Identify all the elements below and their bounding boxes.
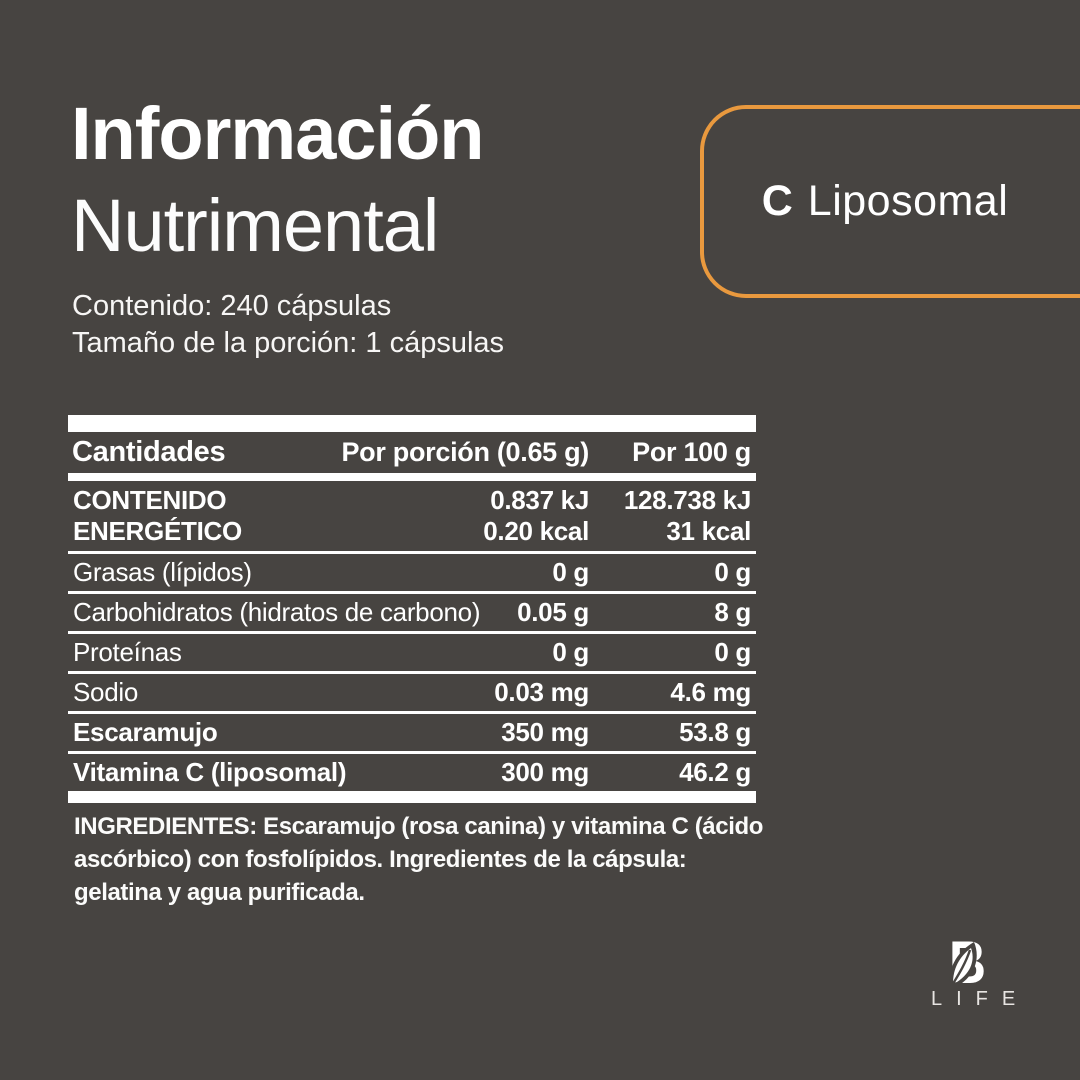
header-per-100g: Por 100 g xyxy=(632,437,751,467)
badge-letter: C xyxy=(761,177,793,225)
row-per-100g-value: 8 g xyxy=(714,597,751,627)
table-row-vitamin-c: Vitamina C (liposomal) 300 mg 46.2 g xyxy=(68,754,756,791)
content-count: Contenido: 240 cápsulas xyxy=(72,290,392,322)
table-row-proteins: Proteínas 0 g 0 g xyxy=(68,634,756,674)
row-per-100g-value: 128.738 kJ 31 kcal xyxy=(623,485,751,546)
title-line-2: Nutrimental xyxy=(71,184,439,267)
table-row-sodium: Sodio 0.03 mg 4.6 mg xyxy=(68,674,756,714)
header-per-serving: Por porción (0.65 g) xyxy=(341,437,589,467)
table-header-row: Cantidades Por porción (0.65 g) Por 100 … xyxy=(68,432,756,473)
row-per-100g-value: 0 g xyxy=(714,637,751,667)
row-label: CONTENIDO ENERGÉTICO xyxy=(73,485,242,546)
table-header-divider xyxy=(68,473,756,481)
table-top-bar xyxy=(68,415,756,432)
row-label: Grasas (lípidos) xyxy=(73,557,252,587)
row-per-serving-value: 300 mg xyxy=(501,757,589,787)
row-per-100g-value: 4.6 mg xyxy=(670,677,751,707)
badge-label: Liposomal xyxy=(807,177,1009,225)
table-row-rosehip: Escaramujo 350 mg 53.8 g xyxy=(68,714,756,754)
header-quantities: Cantidades xyxy=(72,436,226,468)
nutrition-table: Cantidades Por porción (0.65 g) Por 100 … xyxy=(68,415,756,803)
row-label: Vitamina C (liposomal) xyxy=(73,757,347,787)
row-per-100g-value: 0 g xyxy=(714,557,751,587)
row-per-100g-value: 53.8 g xyxy=(679,717,751,747)
serving-size: Tamaño de la porción: 1 cápsulas xyxy=(72,327,505,359)
row-label: Proteínas xyxy=(73,637,182,667)
row-label: Carbohidratos (hidratos de carbono) xyxy=(73,597,481,627)
table-row-energy: CONTENIDO ENERGÉTICO 0.837 kJ 0.20 kcal … xyxy=(68,481,756,554)
page-title: Información Nutrimental xyxy=(71,88,484,272)
row-per-serving-value: 0.05 g xyxy=(517,597,589,627)
table-row-carbs: Carbohidratos (hidratos de carbono) 0.05… xyxy=(68,594,756,634)
row-per-serving-value: 0 g xyxy=(552,557,589,587)
row-per-100g-value: 46.2 g xyxy=(679,757,751,787)
row-label: Sodio xyxy=(73,677,138,707)
package-info: Contenido: 240 cápsulas Tamaño de la por… xyxy=(72,288,504,362)
row-per-serving-value: 0.03 mg xyxy=(494,677,589,707)
table-bottom-bar xyxy=(68,791,756,803)
brand-name: LIFE xyxy=(931,988,1030,1010)
title-line-1: Información xyxy=(71,92,484,175)
brand-logo: B xyxy=(948,929,987,996)
row-per-serving-value: 0 g xyxy=(552,637,589,667)
row-per-serving-value: 0.837 kJ 0.20 kcal xyxy=(483,485,589,546)
row-per-serving-value: 350 mg xyxy=(501,717,589,747)
table-row-fats: Grasas (lípidos) 0 g 0 g xyxy=(68,554,756,594)
b-leaf-logo-icon: B xyxy=(948,929,986,996)
liposomal-badge: C Liposomal xyxy=(700,105,1080,298)
ingredients-text: INGREDIENTES: Escaramujo (rosa canina) y… xyxy=(74,813,763,906)
row-label: Escaramujo xyxy=(73,717,218,747)
